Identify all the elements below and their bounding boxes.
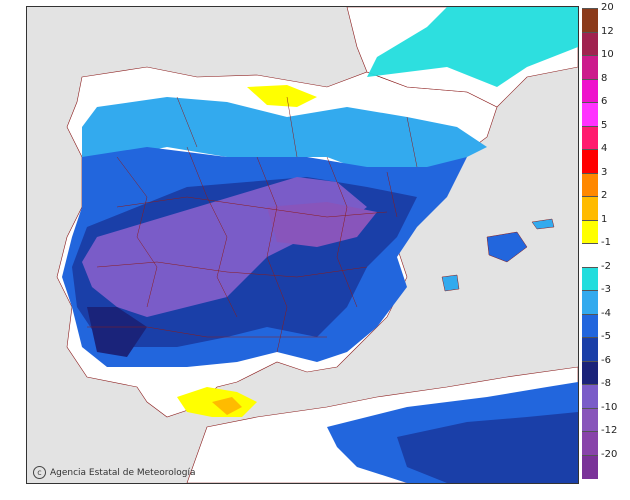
legend-swatch <box>582 125 598 150</box>
legend-label: -6 <box>601 354 611 366</box>
legend-swatch <box>582 243 598 268</box>
temperature-anomaly-map: c Agencia Estatal de Meteorología <box>26 6 579 484</box>
legend-item: 4 <box>582 143 630 174</box>
legend-item: -12 <box>582 425 630 456</box>
legend-item: -4 <box>582 308 630 338</box>
legend-swatch <box>582 313 598 338</box>
legend-item: 3 <box>582 167 630 197</box>
anomaly-purple-east <box>267 202 377 247</box>
legend-item: 2 <box>582 190 630 221</box>
legend-item: 20 <box>582 2 630 33</box>
legend-item: -10 <box>582 402 630 432</box>
legend-label: -12 <box>601 425 618 436</box>
legend-label: -4 <box>601 307 611 319</box>
legend-item: 6 <box>582 96 630 127</box>
anomaly-orange-south <box>212 397 242 415</box>
legend-label: 5 <box>601 119 608 131</box>
legend-item: -20 <box>582 449 630 479</box>
balearic-menorca <box>531 218 555 230</box>
anomaly-cyan-north <box>367 7 578 87</box>
balearic-ibiza <box>441 274 460 292</box>
legend-label: 2 <box>601 190 608 201</box>
legend-label: -2 <box>601 260 611 272</box>
map-svg <box>56 7 578 483</box>
legend-item: -1 <box>582 237 630 268</box>
legend-item: 8 <box>582 73 630 103</box>
anomaly-light-blue-north <box>82 97 487 182</box>
anomaly-africa-navy <box>397 412 578 483</box>
legend-swatch <box>582 219 598 244</box>
legend-label: 8 <box>601 72 608 84</box>
legend-item: -6 <box>582 355 630 385</box>
legend-item: -2 <box>582 261 630 291</box>
anomaly-yellow-north <box>247 85 317 107</box>
legend-swatch <box>582 407 598 432</box>
legend-label: -1 <box>601 237 611 248</box>
legend-item: 10 <box>582 49 630 80</box>
legend-swatch <box>582 384 598 409</box>
legend-label: -8 <box>601 378 611 389</box>
legend-label: -5 <box>601 331 611 342</box>
legend-swatch <box>582 360 598 385</box>
legend-item: -3 <box>582 284 630 315</box>
legend-swatch <box>582 55 598 80</box>
legend-swatch <box>582 102 598 127</box>
legend-label: 6 <box>601 96 608 107</box>
legend-swatch <box>582 290 598 315</box>
color-legend: 20 12 10 8 6 5 4 3 2 1 -1 -2 -3 -4 -5 -6 -8 -10 -12 -20 <box>582 2 630 479</box>
legend-label: -3 <box>601 284 611 295</box>
balearic-mallorca <box>486 231 528 263</box>
aemet-logo-icon: c <box>33 466 46 479</box>
legend-swatch <box>582 172 598 197</box>
legend-swatch <box>582 8 598 33</box>
legend-label: 12 <box>601 25 614 37</box>
credit-text: Agencia Estatal de Meteorología <box>50 467 196 478</box>
anomaly-dark-core <box>87 307 147 357</box>
legend-label: -10 <box>601 401 618 413</box>
legend-swatch <box>582 266 598 291</box>
legend-swatch <box>582 196 598 221</box>
legend-item: -5 <box>582 331 630 362</box>
legend-swatch <box>582 149 598 174</box>
legend-label: 3 <box>601 166 608 178</box>
legend-swatch <box>582 431 598 456</box>
legend-label: 1 <box>601 213 608 225</box>
region-borders <box>87 96 418 353</box>
legend-item: 1 <box>582 214 630 244</box>
legend-swatch <box>582 454 598 479</box>
legend-swatch <box>582 31 598 56</box>
legend-swatch <box>582 78 598 103</box>
credit: c Agencia Estatal de Meteorología <box>33 466 196 479</box>
legend-item: 12 <box>582 26 630 56</box>
legend-item: 5 <box>582 120 630 150</box>
legend-label: 4 <box>601 143 608 154</box>
legend-label: -20 <box>601 448 618 460</box>
legend-item: -8 <box>582 378 630 409</box>
legend-label: 10 <box>601 49 614 60</box>
legend-swatch <box>582 337 598 362</box>
legend-label: 20 <box>601 2 614 13</box>
